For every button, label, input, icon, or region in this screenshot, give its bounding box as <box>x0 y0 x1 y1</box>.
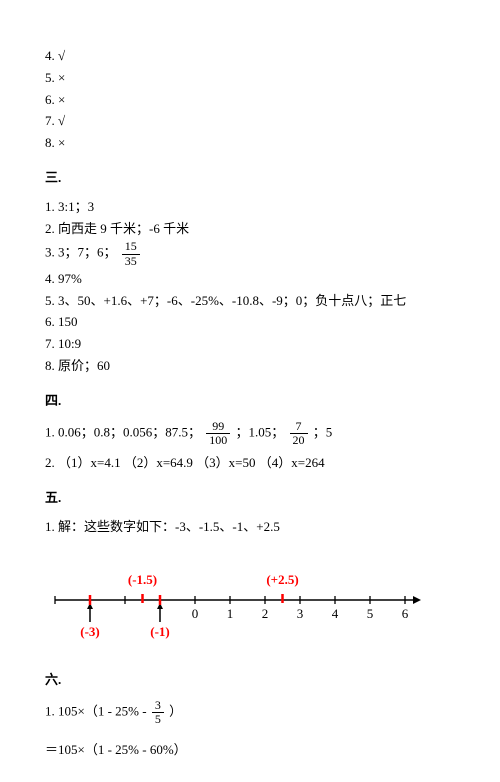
s4-2: 2. （1）x=4.1 （2）x=64.9 （3）x=50 （4）x=264 <box>45 453 455 474</box>
frac-num: 15 <box>122 240 140 254</box>
s4-1-a: 1. 0.06；0.8；0.056；87.5； <box>45 424 201 439</box>
section-3-title: 三. <box>45 168 455 189</box>
frac-den: 35 <box>122 255 140 268</box>
frac-den: 20 <box>290 434 308 447</box>
frac-num: 99 <box>206 420 230 434</box>
s3-3-fraction: 15 35 <box>122 240 140 267</box>
section-4-title: 四. <box>45 391 455 412</box>
tf-4: 4. √ <box>45 46 455 67</box>
s3-3: 3. 3；7；6； 15 35 <box>45 240 455 267</box>
svg-text:1: 1 <box>227 606 234 621</box>
s6-2: ＝105×（1 - 25% - 60%） <box>45 740 455 761</box>
svg-text:6: 6 <box>402 606 409 621</box>
svg-text:2: 2 <box>262 606 269 621</box>
tf-5: 5. × <box>45 68 455 89</box>
s6-1-frac: 3 5 <box>152 699 164 726</box>
frac-den: 5 <box>152 713 164 726</box>
s4-1-f2: 7 20 <box>290 420 308 447</box>
tf-8: 8. × <box>45 133 455 154</box>
svg-text:0: 0 <box>192 606 199 621</box>
s4-1-f1: 99 100 <box>206 420 230 447</box>
s3-5: 5. 3、50、+1.6、+7；-6、-25%、-10.8、-9；0；负十点八；… <box>45 291 455 312</box>
tf-6: 6. × <box>45 90 455 111</box>
s6-1: 1. 105×（1 - 25% - 3 5 ） <box>45 699 455 726</box>
s3-3-pre: 3. 3；7；6； <box>45 245 117 260</box>
s4-1-c: ；5 <box>313 424 333 439</box>
svg-text:(-3): (-3) <box>80 624 100 639</box>
s6-1-pre: 1. 105×（1 - 25% - <box>45 704 147 719</box>
svg-text:3: 3 <box>297 606 304 621</box>
frac-den: 100 <box>206 434 230 447</box>
s5-1: 1. 解：这些数字如下：-3、-1.5、-1、+2.5 <box>45 517 455 538</box>
s3-2: 2. 向西走 9 千米；-6 千米 <box>45 219 455 240</box>
s4-1: 1. 0.06；0.8；0.056；87.5； 99 100 ；1.05； 7 … <box>45 420 455 447</box>
svg-text:(-1.5): (-1.5) <box>128 572 157 587</box>
svg-text:(+2.5): (+2.5) <box>266 572 298 587</box>
section-5-title: 五. <box>45 488 455 509</box>
s3-4: 4. 97% <box>45 269 455 290</box>
s6-1-post: ） <box>169 704 182 719</box>
frac-num: 3 <box>152 699 164 713</box>
s3-7: 7. 10:9 <box>45 334 455 355</box>
s3-6: 6. 150 <box>45 312 455 333</box>
section-6-title: 六. <box>45 670 455 691</box>
number-line: 0 1 2 3 4 5 6 (-1.5) (+2.5) (-3) (-1) <box>45 555 455 652</box>
frac-num: 7 <box>290 420 308 434</box>
svg-text:5: 5 <box>367 606 374 621</box>
s4-1-b: ；1.05； <box>236 424 285 439</box>
s3-8: 8. 原价；60 <box>45 356 455 377</box>
svg-text:(-1): (-1) <box>150 624 170 639</box>
number-line-svg: 0 1 2 3 4 5 6 (-1.5) (+2.5) (-3) (-1) <box>45 555 425 645</box>
tf-7: 7. √ <box>45 111 455 132</box>
s3-1: 1. 3:1；3 <box>45 197 455 218</box>
svg-text:4: 4 <box>332 606 339 621</box>
